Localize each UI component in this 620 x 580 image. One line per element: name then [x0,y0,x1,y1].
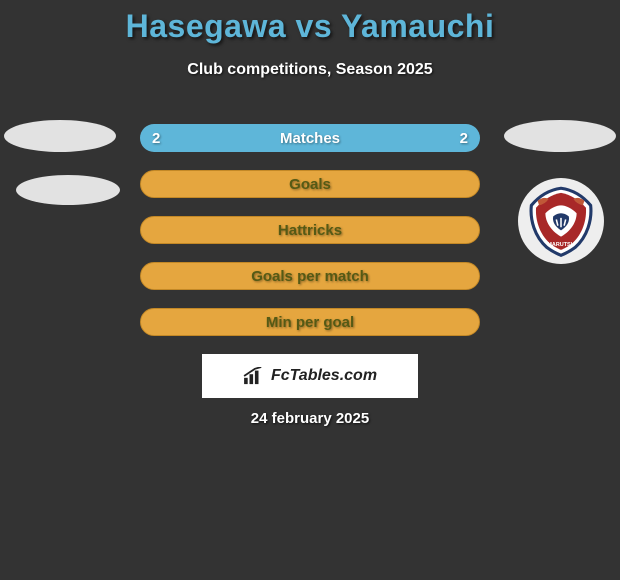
stats-table: 2 Matches 2 Goals Hattricks Goals per ma… [140,124,480,354]
club-crest-icon: MARUTSU [522,182,600,260]
stat-label: Goals per match [193,268,427,285]
stat-row-goals: Goals [140,170,480,198]
stat-right-value: 2 [428,130,468,147]
club-right-logo: MARUTSU [518,178,604,264]
stat-row-hattricks: Hattricks [140,216,480,244]
stat-row-matches: 2 Matches 2 [140,124,480,152]
player-right-placeholder [504,120,616,152]
club-left-placeholder [16,175,120,205]
page-title: Hasegawa vs Yamauchi [0,0,620,45]
date-label: 24 february 2025 [0,410,620,427]
stat-label: Min per goal [193,314,427,331]
brand-watermark: FcTables.com [202,354,418,398]
stat-row-goals-per-match: Goals per match [140,262,480,290]
stat-left-value: 2 [152,130,192,147]
player-left-placeholder [4,120,116,152]
chart-icon [243,367,265,385]
stat-label: Matches [192,130,428,147]
brand-text: FcTables.com [271,367,377,385]
stat-label: Hattricks [193,222,427,239]
svg-text:MARUTSU: MARUTSU [547,242,574,248]
stat-row-min-per-goal: Min per goal [140,308,480,336]
subtitle: Club competitions, Season 2025 [0,61,620,79]
stat-label: Goals [193,176,427,193]
